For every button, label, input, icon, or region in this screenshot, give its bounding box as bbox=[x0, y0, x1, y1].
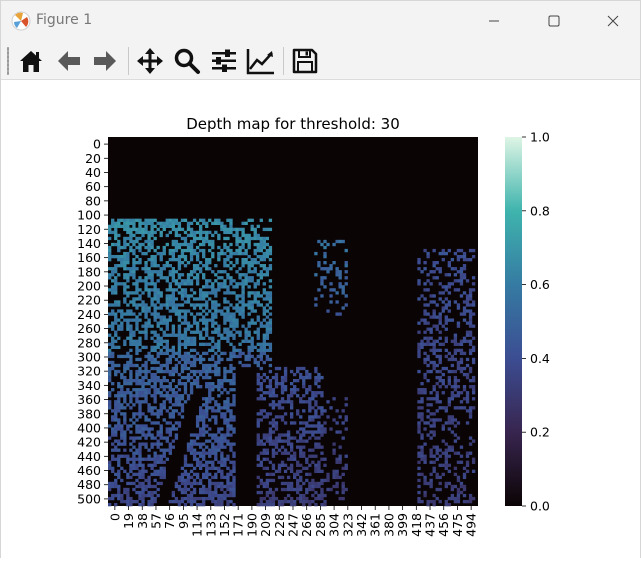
figure-canvas[interactable]: Depth map for threshold: 30 0 20 40 60 80 100… bbox=[1, 80, 640, 558]
toolbar-separator bbox=[128, 47, 129, 75]
colorbar-tick-label: 0.8 bbox=[530, 203, 550, 218]
close-icon bbox=[607, 15, 619, 27]
y-tick-label: 300 bbox=[77, 349, 101, 364]
x-tick-label: 361 bbox=[368, 513, 383, 537]
x-tick-label: 190 bbox=[244, 513, 259, 537]
x-tick-label: 456 bbox=[436, 513, 451, 537]
colorbar-tick-label: 0.0 bbox=[530, 499, 550, 514]
x-tick-label: 304 bbox=[327, 513, 342, 537]
y-tick-label: 60 bbox=[85, 179, 101, 194]
y-tick-label: 460 bbox=[77, 463, 101, 478]
x-tick-label: 247 bbox=[286, 513, 301, 537]
x-tick-label: 76 bbox=[162, 513, 177, 529]
x-tick-label: 285 bbox=[313, 513, 328, 537]
title-bar: Figure 1 bbox=[1, 1, 640, 41]
colorbar bbox=[505, 137, 522, 506]
y-tick-label: 220 bbox=[77, 293, 101, 308]
x-tick-label: 0 bbox=[107, 513, 122, 521]
y-tick-label: 120 bbox=[77, 222, 101, 237]
y-tick-label: 340 bbox=[77, 378, 101, 393]
zoom-icon bbox=[174, 48, 200, 74]
x-tick-label: 266 bbox=[299, 513, 314, 537]
subplots-icon bbox=[212, 49, 236, 72]
zoom-button[interactable] bbox=[171, 45, 203, 77]
x-tick-label: 418 bbox=[409, 513, 424, 537]
home-button[interactable] bbox=[15, 45, 47, 77]
x-tick-label: 342 bbox=[354, 513, 369, 537]
save-icon bbox=[292, 48, 318, 74]
toolbar-separator bbox=[283, 47, 284, 75]
back-arrow-icon bbox=[58, 51, 80, 71]
x-axis: 0193857769511413315217119020922824726628… bbox=[107, 506, 479, 537]
y-tick-label: 420 bbox=[77, 435, 101, 450]
x-tick-label: 95 bbox=[176, 513, 191, 529]
y-tick-label: 260 bbox=[77, 321, 101, 336]
y-axis: 0204060801001201401601802002202402602803… bbox=[77, 137, 108, 506]
y-tick-label: 0 bbox=[93, 137, 101, 152]
x-tick-label: 209 bbox=[258, 513, 273, 537]
minimize-icon bbox=[489, 20, 499, 22]
y-tick-label: 440 bbox=[77, 449, 101, 464]
edit-axes-button[interactable] bbox=[244, 45, 276, 77]
subplots-button[interactable] bbox=[208, 45, 240, 77]
y-tick-label: 280 bbox=[77, 335, 101, 350]
y-tick-label: 480 bbox=[77, 477, 101, 492]
x-tick-label: 171 bbox=[231, 513, 246, 537]
colorbar-tick-label: 0.2 bbox=[530, 425, 550, 440]
x-tick-label: 152 bbox=[217, 513, 232, 537]
minimize-button[interactable] bbox=[471, 7, 517, 35]
y-tick-label: 140 bbox=[77, 236, 101, 251]
app-icon bbox=[11, 11, 31, 31]
y-tick-label: 360 bbox=[77, 392, 101, 407]
y-tick-label: 40 bbox=[85, 165, 101, 180]
y-tick-label: 500 bbox=[77, 491, 101, 506]
x-tick-label: 380 bbox=[381, 513, 396, 537]
heatmap-cells bbox=[108, 218, 476, 507]
y-tick-label: 80 bbox=[85, 193, 101, 208]
x-tick-label: 475 bbox=[450, 513, 465, 537]
y-tick-label: 240 bbox=[77, 307, 101, 322]
y-tick-label: 20 bbox=[85, 151, 101, 166]
toolbar bbox=[1, 41, 640, 80]
y-tick-label: 160 bbox=[77, 250, 101, 265]
forward-button[interactable] bbox=[89, 45, 121, 77]
y-tick-label: 380 bbox=[77, 406, 101, 421]
forward-arrow-icon bbox=[94, 51, 116, 71]
x-tick-label: 323 bbox=[340, 513, 355, 537]
maximize-icon bbox=[548, 15, 560, 27]
colorbar-tick-label: 1.0 bbox=[530, 130, 550, 145]
x-tick-label: 494 bbox=[464, 513, 479, 537]
back-button[interactable] bbox=[53, 45, 85, 77]
heatmap-chart: Depth map for threshold: 30 020406080100… bbox=[77, 115, 550, 537]
chart-title: Depth map for threshold: 30 bbox=[186, 115, 400, 133]
x-tick-label: 437 bbox=[423, 513, 438, 537]
y-tick-label: 400 bbox=[77, 420, 101, 435]
toolbar-grip bbox=[7, 47, 9, 75]
home-icon bbox=[20, 51, 42, 72]
y-tick-label: 200 bbox=[77, 279, 101, 294]
x-tick-label: 57 bbox=[148, 513, 163, 529]
x-tick-label: 133 bbox=[203, 513, 218, 537]
window-title: Figure 1 bbox=[36, 12, 93, 28]
y-tick-label: 320 bbox=[77, 364, 101, 379]
x-tick-label: 38 bbox=[135, 513, 150, 529]
pan-button[interactable] bbox=[134, 45, 166, 77]
colorbar-tick-label: 0.6 bbox=[530, 277, 550, 292]
save-button[interactable] bbox=[289, 45, 321, 77]
x-tick-label: 228 bbox=[272, 513, 287, 537]
colorbar-tick-label: 0.4 bbox=[530, 351, 550, 366]
close-button[interactable] bbox=[590, 7, 636, 35]
maximize-button[interactable] bbox=[531, 7, 577, 35]
x-tick-label: 19 bbox=[121, 513, 136, 529]
colorbar-axis: 0.0 0.2 0.4 0.6 0.8 1.0 bbox=[522, 130, 550, 514]
pan-icon bbox=[137, 48, 163, 74]
x-tick-label: 114 bbox=[190, 513, 205, 537]
y-tick-label: 180 bbox=[77, 264, 101, 279]
edit-axes-icon bbox=[246, 49, 274, 75]
x-tick-label: 399 bbox=[395, 513, 410, 537]
y-tick-label: 100 bbox=[77, 208, 101, 223]
